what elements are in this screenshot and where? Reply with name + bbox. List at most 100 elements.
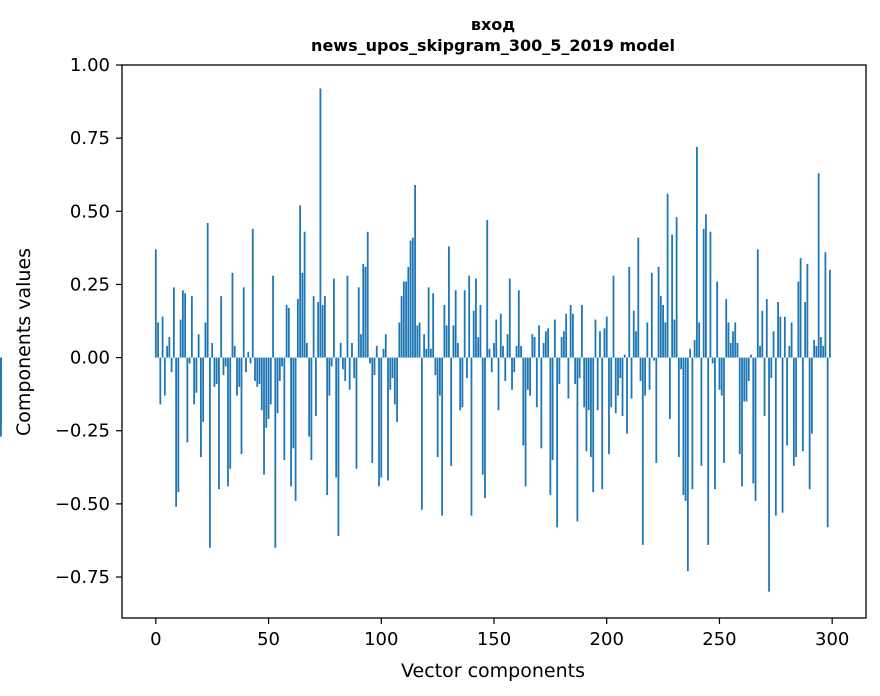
bar-undefined: [0, 357, 2, 425]
bar-124: [434, 357, 437, 376]
bar-209: [626, 357, 628, 434]
bar-56: [281, 357, 283, 367]
bar-141: [472, 310, 475, 358]
bar-269: [761, 310, 764, 358]
y-tick-label: 0.00: [70, 348, 110, 369]
bar-70: [312, 296, 315, 358]
bar-276: [777, 302, 779, 358]
bar-220: [650, 272, 653, 358]
bar-77: [328, 357, 331, 396]
bar-95: [369, 357, 371, 364]
bar-221: [653, 357, 655, 361]
bar-197: [599, 331, 601, 358]
bar-255: [729, 342, 732, 358]
bar-125: [436, 357, 439, 458]
bar-89: [355, 357, 358, 469]
bar-233: [680, 357, 683, 370]
bar-187: [576, 357, 579, 522]
bar-44: [254, 357, 256, 381]
bar-280: [786, 357, 788, 446]
bar-150: [493, 342, 495, 358]
bar-103: [387, 357, 389, 481]
y-tick-label: 0.25: [70, 274, 110, 295]
bar-2: [159, 357, 162, 405]
bar-219: [648, 357, 651, 390]
bar-248: [714, 357, 716, 490]
bar-266: [754, 357, 757, 501]
bar-112: [407, 266, 410, 358]
bar-1: [157, 322, 159, 358]
bar-54: [276, 357, 279, 414]
bar-48: [263, 357, 265, 475]
bar-290: [808, 357, 811, 490]
bar-165: [526, 357, 529, 390]
bar-148: [488, 348, 491, 358]
bar-265: [752, 357, 755, 484]
y-tick-label: 0.75: [70, 128, 110, 149]
bar-126: [438, 357, 441, 396]
bar-144: [479, 304, 482, 358]
bar-292: [813, 340, 816, 358]
bar-257: [734, 322, 737, 358]
bar-286: [799, 258, 802, 358]
bar-57: [283, 357, 286, 460]
bar-184: [569, 304, 572, 358]
bar-45: [256, 357, 259, 387]
bar-217: [644, 357, 646, 396]
bar-83: [342, 357, 344, 370]
bar-35: [233, 345, 236, 358]
bar-37: [238, 357, 241, 387]
bar-7: [170, 357, 173, 373]
bar-283: [792, 357, 795, 466]
bar-161: [517, 290, 520, 358]
bar-23: [206, 223, 209, 358]
bar-6: [168, 337, 171, 358]
bar-253: [725, 299, 728, 358]
bar-117: [418, 322, 421, 358]
bar-298: [826, 357, 829, 528]
bar-247: [711, 357, 714, 364]
bar-100: [380, 357, 383, 478]
y-tick-label: −0.75: [55, 567, 110, 588]
bar-182: [565, 313, 568, 358]
bar-34: [231, 272, 234, 358]
bar-110: [402, 281, 405, 358]
bar-132: [452, 325, 455, 358]
bar-74: [321, 304, 324, 358]
bar-82: [339, 342, 342, 358]
bar-206: [619, 357, 622, 379]
bar-278: [781, 357, 784, 513]
bar-146: [484, 357, 486, 499]
bar-21: [202, 357, 205, 422]
bar-17: [193, 357, 196, 405]
bar-183: [567, 357, 570, 399]
bar-24: [209, 357, 211, 548]
bar-115: [414, 184, 416, 358]
bar-293: [815, 345, 818, 358]
y-tick-label: −0.25: [55, 421, 110, 442]
bar-149: [490, 357, 493, 373]
bar-240: [696, 146, 698, 358]
bar-62: [294, 357, 297, 501]
x-tick-label: 300: [815, 629, 849, 650]
bar-264: [750, 354, 752, 358]
bar-31: [224, 357, 227, 367]
bar-116: [416, 325, 419, 358]
bar-107: [396, 357, 398, 422]
bar-97: [373, 357, 376, 376]
x-tick-label: 250: [702, 629, 736, 650]
bar-163: [522, 357, 525, 446]
bar-119: [423, 334, 426, 358]
bar-9: [175, 357, 178, 507]
bar-84: [344, 357, 347, 381]
bar-12: [181, 290, 184, 358]
bar-156: [506, 334, 509, 358]
bar-75: [324, 296, 326, 358]
y-ticks: 1.00 0.75 0.50 0.25 0.00 −0.25 −0.50 −0.75: [55, 55, 122, 588]
bar-129: [445, 325, 448, 358]
bar-194: [592, 357, 595, 493]
bar-260: [741, 357, 743, 487]
bar-277: [779, 316, 782, 358]
bar-174: [547, 328, 550, 358]
